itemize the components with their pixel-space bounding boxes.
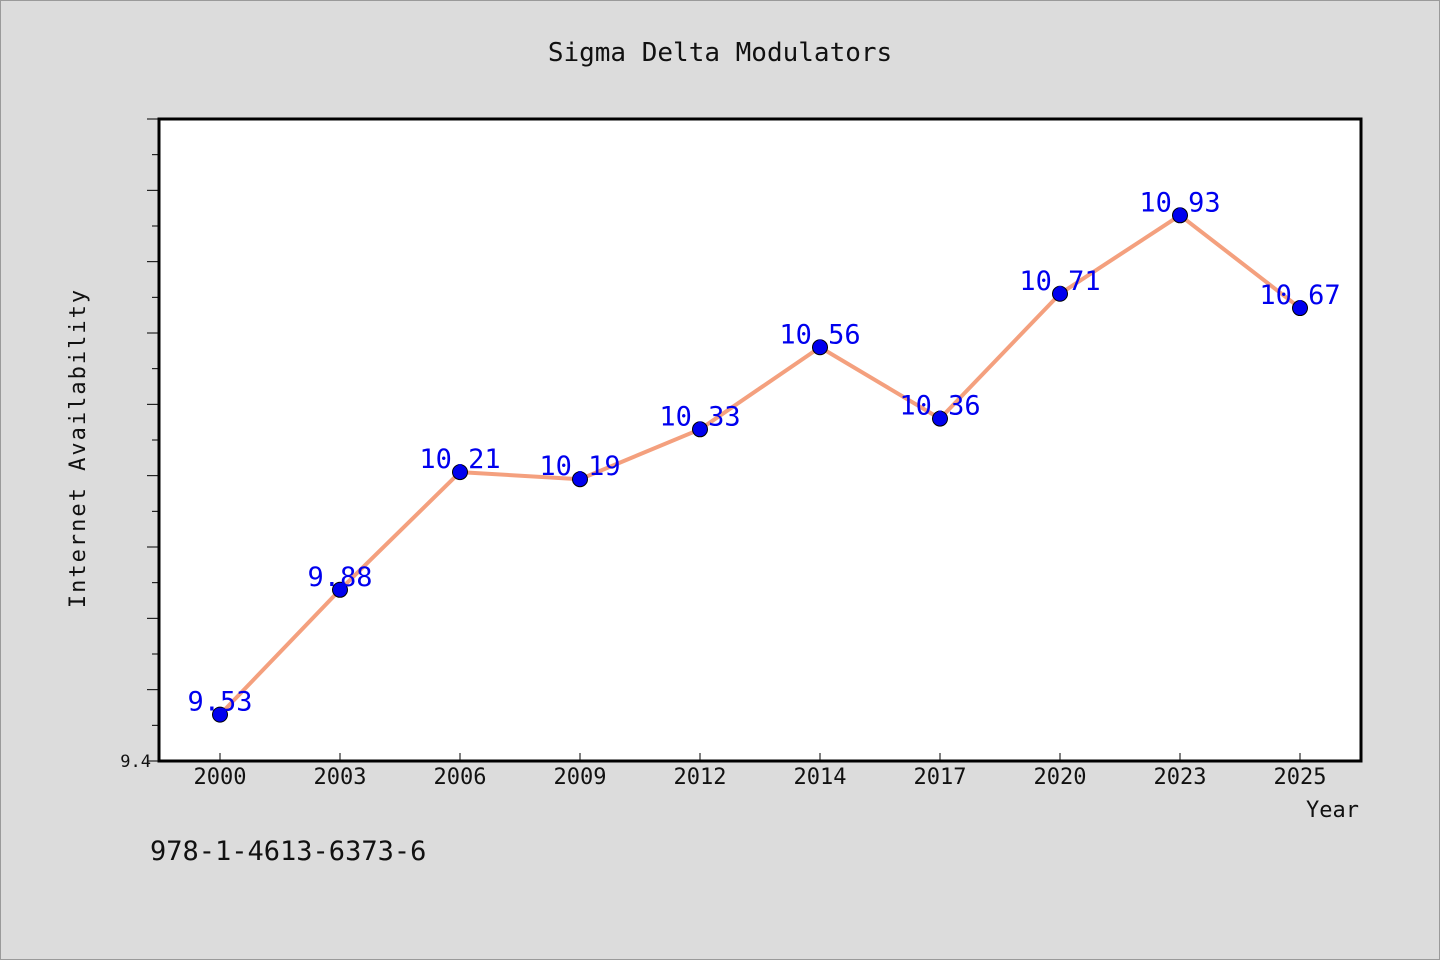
- data-label: 9.53: [187, 687, 252, 718]
- isbn-text: 978-1-4613-6373-6: [150, 836, 427, 867]
- x-axis-ticks: 2000 2003 2006 2009 2012 2014 2017 2020 2023 2025: [194, 753, 1327, 790]
- data-point: [692, 421, 708, 438]
- data-point: [812, 339, 828, 356]
- x-tick-label: 2023: [1154, 765, 1207, 790]
- data-point: [212, 706, 228, 723]
- data-label: 9.88: [307, 562, 372, 593]
- data-label: 10.21: [419, 444, 500, 475]
- data-point: [1292, 300, 1308, 317]
- series-group: 9.53 9.88 10.21 10.19 10.33 10.56 10.36 10.71 10…: [187, 187, 1341, 723]
- data-point: [1172, 207, 1188, 224]
- x-tick-label: 2020: [1034, 765, 1087, 790]
- data-label: 10.36: [899, 391, 980, 422]
- data-label: 10.93: [1139, 187, 1220, 218]
- x-tick-label: 2003: [314, 765, 367, 790]
- series-line: [218, 213, 1302, 717]
- y-axis-label: Internet Availability: [66, 288, 91, 608]
- data-label: 10.33: [659, 401, 740, 432]
- x-axis-label: Year: [1306, 798, 1359, 823]
- x-tick-label: 2012: [674, 765, 727, 790]
- y-axis-ticks: 9.4: [120, 118, 159, 772]
- x-tick-label: 2025: [1274, 765, 1327, 790]
- data-point: [572, 471, 588, 488]
- x-tick-label: 2006: [434, 765, 487, 790]
- data-point: [1052, 285, 1068, 302]
- x-tick-label: 2000: [194, 765, 247, 790]
- data-point: [932, 410, 948, 427]
- data-label: 10.67: [1259, 280, 1340, 311]
- data-label: 10.19: [539, 451, 620, 482]
- x-tick-label: 2009: [554, 765, 607, 790]
- x-tick-label: 2017: [914, 765, 967, 790]
- x-tick-label: 2014: [794, 765, 847, 790]
- y-tick-label: 9.4: [120, 752, 151, 772]
- data-label: 10.71: [1019, 266, 1100, 297]
- data-point: [452, 464, 468, 481]
- chart-title: Sigma Delta Modulators: [548, 38, 892, 68]
- data-label: 10.56: [779, 319, 860, 350]
- data-point: [332, 581, 348, 598]
